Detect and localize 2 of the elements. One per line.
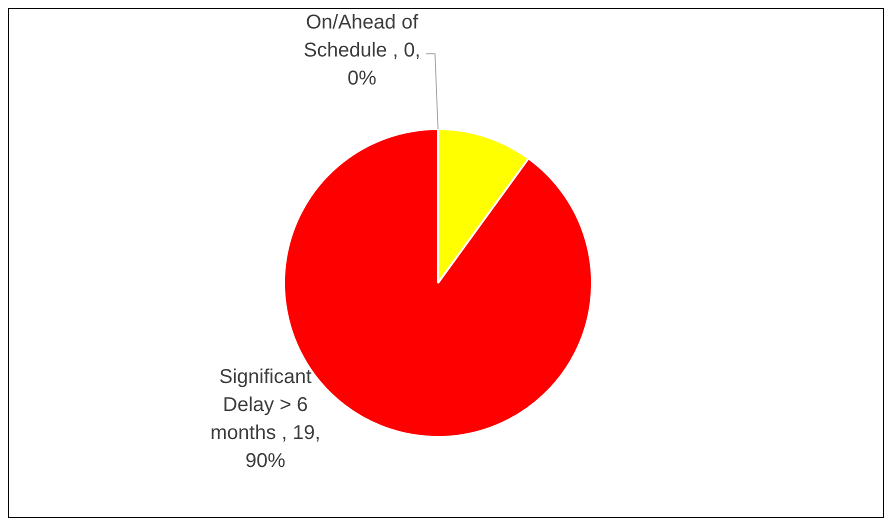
slice-label: Significant Delay > 6 months , 19, 90% bbox=[210, 366, 320, 472]
category-label: On/Ahead of Schedule , 0, 0% bbox=[304, 12, 420, 90]
